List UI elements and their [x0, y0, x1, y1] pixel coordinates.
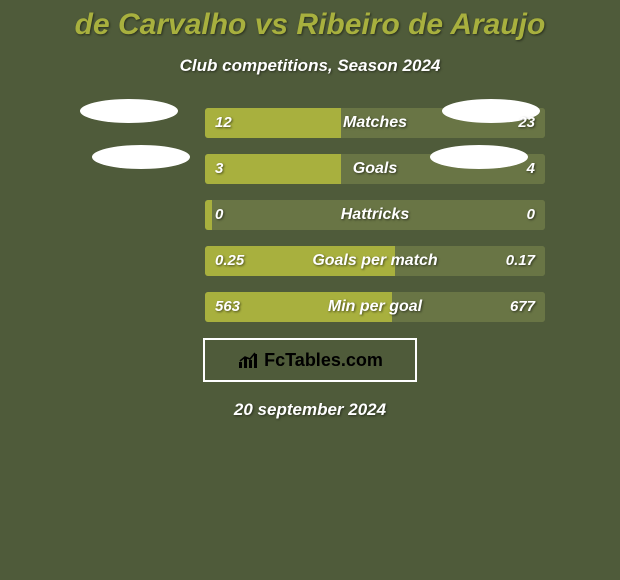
stat-rows: 12 Matches 23 3 Goals 4 0 Hattricks 0 [0, 108, 620, 322]
value-left: 563 [215, 292, 240, 322]
stat-row-min-per-goal: 563 Min per goal 677 [70, 292, 550, 322]
page-title: de Carvalho vs Ribeiro de Araujo [0, 0, 620, 42]
value-left: 0 [215, 200, 223, 230]
brand-box[interactable]: FcTables.com [203, 338, 417, 382]
brand-text: FcTables.com [264, 350, 383, 371]
stat-row-goals-per-match: 0.25 Goals per match 0.17 [70, 246, 550, 276]
stats-card: de Carvalho vs Ribeiro de Araujo Club co… [0, 0, 620, 580]
date-label: 20 september 2024 [0, 400, 620, 420]
stat-row-hattricks: 0 Hattricks 0 [70, 200, 550, 230]
bar-left-fill [205, 200, 212, 230]
bar-track [205, 292, 545, 322]
bar-right-fill [212, 200, 545, 230]
bar-track [205, 200, 545, 230]
value-right: 677 [510, 292, 535, 322]
value-left: 0.25 [215, 246, 244, 276]
player-right-marker [430, 145, 528, 169]
player-left-marker [80, 99, 178, 123]
bar-left-fill [205, 154, 341, 184]
player-left-marker [92, 145, 190, 169]
value-left: 12 [215, 108, 232, 138]
stat-row-matches: 12 Matches 23 [70, 108, 550, 138]
subtitle: Club competitions, Season 2024 [0, 56, 620, 76]
value-right: 4 [527, 154, 535, 184]
stat-row-goals: 3 Goals 4 [70, 154, 550, 184]
bar-track [205, 246, 545, 276]
value-right: 0 [527, 200, 535, 230]
bar-chart-icon [237, 350, 261, 370]
value-right: 23 [518, 108, 535, 138]
value-left: 3 [215, 154, 223, 184]
value-right: 0.17 [506, 246, 535, 276]
